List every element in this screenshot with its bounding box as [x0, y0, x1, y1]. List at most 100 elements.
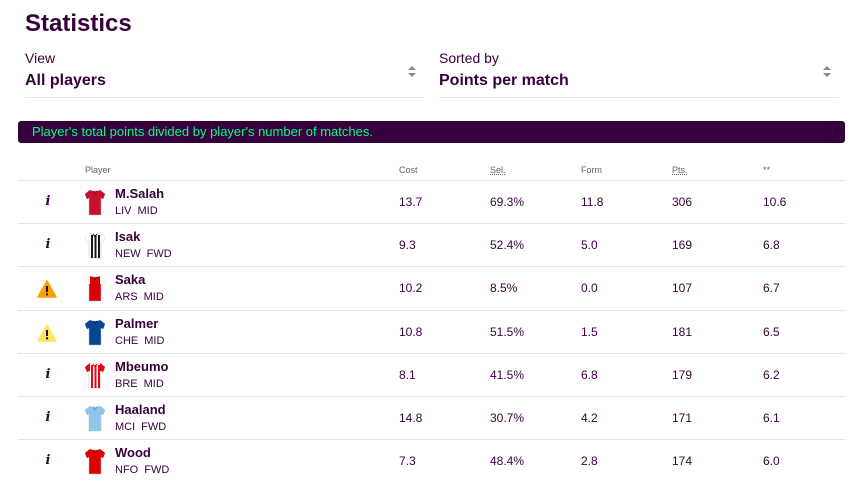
team-shirt-icon — [84, 362, 106, 388]
player-position: FWD — [141, 420, 167, 433]
sort-description-banner: Player's total points divided by player'… — [18, 121, 845, 143]
player-name[interactable]: Palmer — [115, 315, 159, 331]
view-select-label: View — [25, 50, 56, 66]
cell-pts: 174 — [672, 454, 693, 469]
cell-sel: 52.4% — [490, 238, 525, 253]
player-name[interactable]: Wood — [115, 445, 151, 461]
cell-form: 1.5 — [581, 324, 598, 339]
player-name[interactable]: Isak — [115, 229, 141, 245]
info-icon[interactable]: i — [45, 194, 51, 209]
player-team: ARS — [115, 291, 138, 304]
team-shirt-icon — [84, 448, 106, 475]
cell-ppm: 6.7 — [763, 281, 780, 296]
view-select[interactable]: View All players — [25, 48, 424, 98]
cell-cost: 9.3 — [399, 238, 416, 253]
cell-cost: 8.1 — [399, 367, 416, 382]
player-name[interactable]: Saka — [115, 272, 146, 288]
player-position: FWD — [146, 248, 172, 261]
table-row[interactable]: i Haaland MCI FWD 14.8 30.7% 4.2 171 6.1 — [18, 397, 845, 441]
player-meta: NEW FWD — [115, 248, 172, 260]
cell-cost: 13.7 — [399, 195, 423, 209]
table-row[interactable]: i Mbeumo BRE MID 8.1 41.5% 6.8 179 6.2 — [18, 354, 845, 397]
cell-sel: 51.5% — [490, 324, 525, 339]
cell-form: 11.8 — [581, 195, 604, 209]
table-row[interactable]: i Isak NEW FWD 9.3 52.4% 5.0 169 6.8 — [18, 224, 845, 268]
player-team: CHE — [115, 334, 139, 347]
cell-pts: 171 — [672, 410, 693, 425]
player-meta: NFO FWD — [115, 464, 169, 476]
player-team: NEW — [115, 248, 141, 261]
view-select-value[interactable]: All players — [25, 72, 106, 89]
player-meta: BRE MID — [115, 378, 164, 390]
cell-sel: 8.5% — [490, 281, 518, 296]
player-team: BRE — [115, 377, 138, 390]
team-shirt-icon — [84, 405, 106, 432]
player-meta: LIV MID — [115, 205, 158, 217]
table-row[interactable]: Palmer CHE MID 10.8 51.5% 1.5 181 6.5 — [18, 311, 845, 354]
header-points-per-match[interactable]: ** — [763, 165, 771, 175]
cell-pts: 179 — [672, 367, 693, 382]
cell-cost: 10.8 — [399, 324, 423, 339]
info-icon[interactable]: i — [45, 366, 51, 382]
cell-sel: 48.4% — [490, 454, 525, 469]
header-points[interactable]: Pts. — [672, 165, 688, 175]
cell-form: 0.0 — [581, 281, 598, 296]
select-arrows-icon[interactable] — [823, 66, 831, 78]
cell-ppm: 6.5 — [763, 324, 780, 339]
cell-form: 2.8 — [581, 454, 598, 469]
cell-form: 6.8 — [581, 367, 598, 382]
table-row[interactable]: i M.Salah LIV MID 13.7 69.3% 11.8 306 10.6 — [18, 181, 845, 225]
sort-select-label: Sorted by — [439, 50, 499, 66]
player-meta: CHE MID — [115, 335, 164, 347]
header-form[interactable]: Form — [581, 165, 602, 175]
player-position: MID — [137, 205, 158, 217]
cell-pts: 107 — [672, 281, 693, 296]
sort-select-value[interactable]: Points per match — [439, 72, 569, 89]
cell-sel: 30.7% — [490, 410, 525, 425]
team-shirt-icon — [84, 319, 106, 345]
info-icon[interactable]: i — [45, 409, 51, 425]
player-name[interactable]: Haaland — [115, 401, 166, 417]
player-team: LIV — [115, 205, 132, 217]
table-row[interactable]: Saka ARS MID 10.2 8.5% 0.0 107 6.7 — [18, 267, 845, 311]
cell-pts: 181 — [672, 324, 693, 339]
page-title: Statistics — [25, 10, 132, 37]
player-position: MID — [143, 291, 164, 304]
cell-cost: 10.2 — [399, 281, 423, 296]
sort-select[interactable]: Sorted by Points per match — [439, 48, 839, 98]
info-icon[interactable]: i — [45, 453, 51, 469]
player-team: MCI — [115, 420, 136, 433]
player-name[interactable]: Mbeumo — [115, 358, 169, 374]
info-icon[interactable]: i — [45, 237, 51, 253]
cell-ppm: 6.2 — [763, 367, 780, 382]
warning-icon[interactable] — [37, 323, 57, 342]
cell-ppm: 6.0 — [763, 454, 780, 469]
table-row[interactable]: i Wood NFO FWD 7.3 48.4% 2.8 174 6.0 — [18, 440, 845, 483]
player-name[interactable]: M.Salah — [115, 186, 165, 201]
header-selected[interactable]: Sel. — [490, 165, 506, 175]
cell-cost: 7.3 — [399, 454, 416, 469]
cell-ppm: 10.6 — [763, 195, 787, 209]
cell-sel: 69.3% — [490, 195, 525, 209]
cell-sel: 41.5% — [490, 367, 525, 382]
header-player: Player — [85, 165, 111, 175]
player-position: FWD — [144, 464, 170, 477]
player-table-body: i M.Salah LIV MID 13.7 69.3% 11.8 306 10.6 i Isak N… — [18, 181, 845, 483]
team-shirt-icon — [84, 189, 106, 216]
player-position: MID — [143, 377, 164, 390]
player-position: MID — [144, 334, 165, 347]
player-meta: MCI FWD — [115, 421, 166, 433]
team-shirt-icon — [84, 276, 106, 302]
warning-icon[interactable] — [37, 280, 57, 299]
cell-pts: 306 — [672, 195, 693, 209]
cell-form: 4.2 — [581, 410, 598, 425]
player-team: NFO — [115, 464, 139, 477]
cell-form: 5.0 — [581, 238, 598, 253]
cell-cost: 14.8 — [399, 410, 423, 425]
player-meta: ARS MID — [115, 291, 164, 303]
header-cost[interactable]: Cost — [399, 165, 418, 175]
select-arrows-icon[interactable] — [408, 66, 416, 78]
table-header: Player Cost Sel. Form Pts. ** — [18, 160, 845, 181]
cell-ppm: 6.1 — [763, 410, 780, 425]
cell-ppm: 6.8 — [763, 238, 780, 253]
